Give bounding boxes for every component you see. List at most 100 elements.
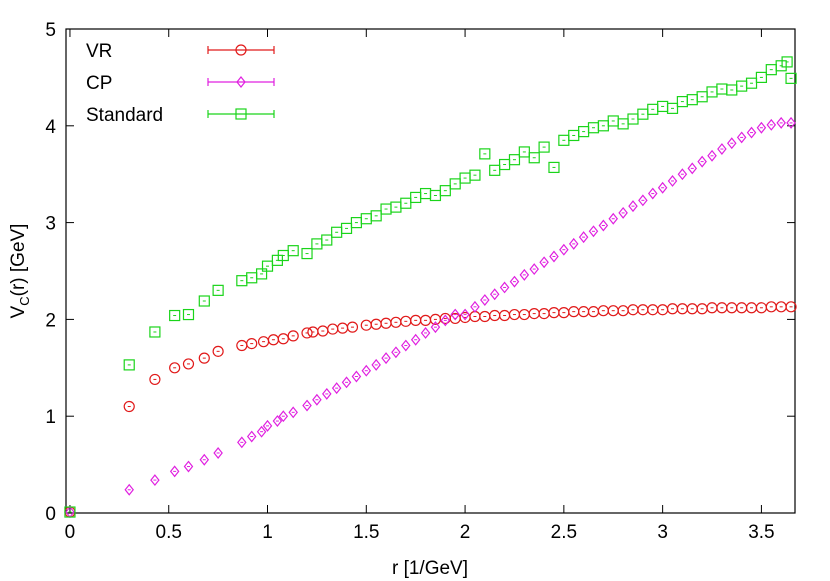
data-point-cp: [371, 358, 381, 371]
data-point-cp: [199, 453, 210, 466]
data-point-cp: [401, 339, 411, 352]
data-point-cp: [213, 447, 223, 459]
data-point-cp: [766, 118, 777, 131]
legend: VR CP Standard: [86, 41, 275, 126]
legend-label-standard: Standard: [86, 105, 163, 126]
data-point-cp: [628, 200, 638, 213]
ticks-layer: 0 0.5 1 1.5 2 2.5 3 3.5 0 1 2 3 4 5: [45, 20, 795, 543]
data-point-cp: [539, 256, 549, 269]
data-point-cp: [519, 268, 530, 281]
data-point-cp: [499, 281, 510, 294]
data-point-cp: [638, 194, 648, 207]
data-point-cp: [687, 162, 698, 175]
series-cp: [65, 116, 796, 518]
data-point-cp: [351, 370, 362, 383]
data-point-cp: [618, 206, 628, 219]
data-point-standard: [321, 234, 333, 246]
data-point-standard: [182, 308, 195, 321]
data-point-standard: [528, 152, 540, 164]
data-point-cp: [440, 314, 451, 327]
data-point-cp: [237, 436, 247, 449]
data-point-standard: [301, 247, 313, 260]
data-point-cp: [588, 225, 599, 238]
data-point-cp: [756, 121, 767, 134]
data-point-vr: [182, 358, 195, 370]
data-point-cp: [549, 250, 559, 263]
data-point-standard: [781, 56, 793, 68]
data-point-vr: [212, 345, 224, 357]
data-point-cp: [727, 137, 737, 150]
data-point-cp: [302, 399, 312, 412]
data-point-standard: [548, 161, 560, 174]
data-point-cp: [410, 333, 421, 346]
data-point-cp: [391, 346, 401, 359]
plot-frame: [65, 28, 796, 514]
data-point-cp: [480, 294, 490, 307]
data-point-cp: [430, 321, 441, 334]
data-point-standard: [149, 326, 161, 338]
data-point-standard: [212, 284, 224, 296]
data-point-cp: [608, 212, 619, 225]
y-tick-label: 4: [45, 117, 56, 138]
data-point-vr: [149, 373, 161, 386]
data-point-standard: [340, 222, 353, 235]
y-tick-label: 2: [45, 310, 56, 331]
data-point-vr: [346, 321, 359, 333]
data-point-cp: [657, 181, 668, 194]
x-tick-label: 2.5: [551, 522, 577, 543]
data-point-standard: [489, 164, 501, 176]
data-point-standard: [508, 154, 521, 166]
data-point-standard: [439, 185, 451, 197]
data-point-vr: [198, 352, 210, 364]
data-point-cp: [529, 263, 539, 276]
data-point-standard: [123, 359, 135, 371]
y-axis-title-main: V: [8, 305, 29, 318]
legend-marker-cp: [236, 76, 246, 88]
data-point-standard: [785, 72, 797, 84]
data-point-cp: [341, 376, 352, 389]
data-point-cp: [647, 187, 658, 200]
data-point-cp: [460, 308, 470, 321]
series-vr: [64, 301, 797, 518]
data-point-cp: [598, 219, 609, 232]
data-point-standard: [287, 245, 299, 257]
data-point-cp: [786, 116, 796, 129]
data-point-cp: [169, 465, 180, 478]
data-point-cp: [381, 352, 391, 365]
data-point-cp: [361, 364, 372, 377]
data-point-cp: [559, 243, 569, 256]
data-point-standard: [64, 506, 76, 518]
x-tick-label: 1.5: [353, 522, 379, 543]
data-point-standard: [198, 295, 210, 307]
data-point-cp: [312, 393, 322, 406]
data-point-standard: [469, 169, 481, 181]
data-point-cp: [707, 149, 717, 162]
data-point-cp: [717, 143, 727, 155]
data-point-vr: [277, 333, 289, 345]
data-point-standard: [538, 141, 550, 153]
data-point-vr: [287, 330, 299, 342]
data-point-cp: [256, 425, 267, 438]
data-point-cp: [667, 175, 678, 187]
data-point-cp: [677, 168, 688, 181]
x-tick-label: 1: [262, 522, 273, 543]
data-point-cp: [450, 308, 460, 321]
data-point-standard: [255, 268, 268, 280]
data-point-cp: [578, 231, 589, 244]
data-point-cp: [150, 474, 160, 487]
data-point-standard: [370, 210, 382, 222]
data-point-standard: [400, 197, 412, 209]
data-point-cp: [183, 460, 194, 473]
y-tick-label: 0: [45, 504, 56, 525]
y-tick-label: 1: [45, 407, 56, 428]
data-point-standard: [261, 260, 274, 272]
x-tick-label: 3: [657, 522, 668, 543]
y-axis-title: VC(r) [GeV]: [8, 224, 32, 319]
data-point-vr: [246, 338, 258, 350]
y-tick-label: 5: [45, 20, 56, 41]
data-point-cp: [470, 300, 480, 313]
legend-label-vr: VR: [86, 41, 112, 62]
data-point-standard: [449, 178, 461, 190]
